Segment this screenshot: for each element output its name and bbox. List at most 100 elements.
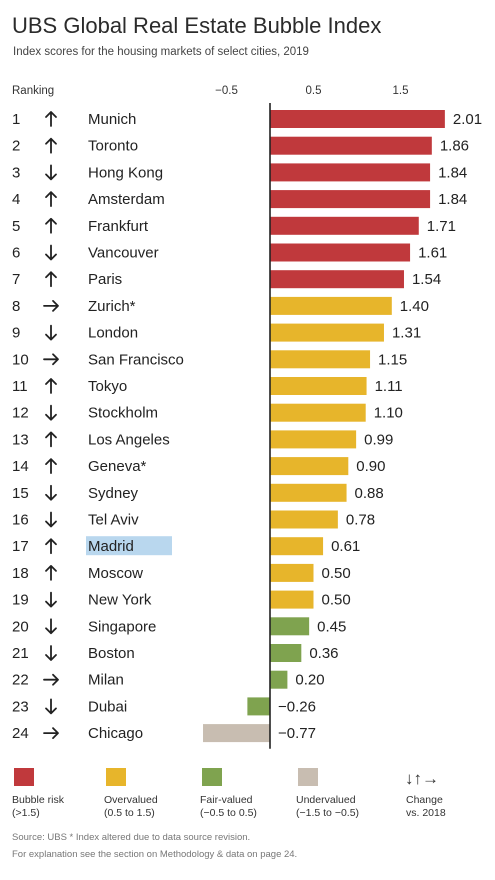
bar [270, 590, 314, 609]
x-tick-label: −0.5 [215, 85, 238, 97]
city-label: Munich [88, 111, 136, 128]
bar [270, 270, 404, 289]
trend-down-icon [45, 698, 57, 715]
city-label: Moscow [88, 565, 143, 582]
bar [270, 563, 314, 582]
trend-right-icon [43, 727, 59, 739]
value-label: −0.77 [278, 725, 316, 742]
bar [270, 510, 338, 529]
rank-label: 15 [12, 485, 29, 502]
rank-label: 18 [12, 565, 29, 582]
bar-row: 22 Milan 0.20 [12, 670, 325, 689]
city-label: Zurich* [88, 298, 136, 315]
rank-label: 19 [12, 592, 29, 609]
value-label: 1.15 [378, 351, 407, 368]
legend-range: (0.5 to 1.5) [104, 807, 155, 819]
city-label: Frankfurt [88, 218, 149, 235]
bar-row: 18 Moscow 0.50 [12, 563, 351, 582]
city-label: New York [88, 592, 152, 609]
bar-row: 4 Amsterdam 1.84 [12, 190, 467, 209]
change-label: Change [406, 794, 443, 806]
legend-swatch [106, 768, 126, 786]
bar [270, 350, 371, 369]
footnote-source: Source: UBS * Index altered due to data … [12, 832, 250, 843]
city-highlight [86, 536, 172, 556]
city-label: Tokyo [88, 378, 127, 395]
city-label: San Francisco [88, 351, 184, 368]
bar-row: 20 Singapore 0.45 [12, 617, 346, 636]
bar-row: 21 Boston 0.36 [12, 644, 339, 662]
legend-item: Fair-valued(−0.5 to 0.5) [200, 768, 257, 819]
legend: Bubble risk(>1.5) Overvalued(0.5 to 1.5) F… [12, 768, 446, 819]
value-label: 1.31 [392, 325, 421, 342]
rank-label: 12 [12, 405, 29, 422]
bar-row: 9 London 1.31 [12, 323, 421, 342]
trend-down-icon [45, 591, 57, 608]
trend-down-icon [45, 404, 57, 421]
bar-row: 7 Paris 1.54 [12, 270, 441, 289]
legend-range: (−0.5 to 0.5) [200, 807, 257, 819]
x-tick-label: 1.5 [393, 85, 409, 97]
chart-subtitle: Index scores for the housing markets of … [13, 46, 309, 58]
value-label: 1.84 [438, 164, 467, 181]
bar-row: 10 San Francisco 1.15 [12, 350, 407, 369]
bar-row: 19 New York 0.50 [12, 590, 351, 609]
value-label: 0.99 [364, 431, 393, 448]
bar [270, 483, 347, 502]
bar-row: 8 Zurich* 1.40 [12, 296, 429, 315]
city-label: Vancouver [88, 245, 159, 262]
x-axis-ticks: −0.5 0.5 1.5 [215, 85, 408, 97]
x-tick-label: 0.5 [306, 85, 322, 97]
value-label: 1.10 [374, 405, 403, 422]
bar [270, 190, 431, 209]
value-label: 0.78 [346, 512, 375, 529]
legend-range: (−1.5 to −0.5) [296, 807, 359, 819]
bar-row: 24 Chicago −0.77 [12, 724, 316, 743]
bar [270, 216, 419, 235]
bar-row: 17 Madrid 0.61 [12, 536, 360, 556]
value-label: 0.36 [309, 645, 338, 662]
trend-up-icon [45, 538, 57, 555]
rank-label: 10 [12, 351, 29, 368]
trend-down-icon [45, 484, 57, 501]
value-label: 1.86 [440, 138, 469, 155]
bar [270, 136, 432, 155]
value-label: 0.20 [295, 672, 324, 689]
city-label: Paris [88, 271, 122, 288]
value-label: 1.61 [418, 245, 447, 262]
rank-label: 5 [12, 218, 20, 235]
value-label: 1.84 [438, 191, 467, 208]
city-label: Sydney [88, 485, 139, 502]
bar-row: 2 Toronto 1.86 [12, 136, 469, 155]
value-label: 0.61 [331, 538, 360, 555]
legend-item: Overvalued(0.5 to 1.5) [104, 768, 158, 819]
city-label: Toronto [88, 138, 138, 155]
bar-row: 12 Stockholm 1.10 [12, 403, 403, 422]
bar-row: 23 Dubai −0.26 [12, 697, 316, 716]
rank-label: 22 [12, 672, 29, 689]
bar [270, 110, 445, 128]
bar-row: 5 Frankfurt 1.71 [12, 216, 456, 235]
city-label: Singapore [88, 618, 156, 635]
city-label: Amsterdam [88, 191, 165, 208]
legend-swatch [298, 768, 318, 786]
legend-label: Overvalued [104, 794, 158, 806]
rank-label: 21 [12, 645, 29, 662]
rank-label: 13 [12, 431, 29, 448]
city-label: Geneva* [88, 458, 147, 475]
chart-title: UBS Global Real Estate Bubble Index [12, 13, 381, 38]
bar [270, 644, 302, 662]
trend-up-icon [45, 111, 57, 127]
trend-down-icon [45, 244, 57, 261]
bar [270, 163, 431, 182]
legend-label: Bubble risk [12, 794, 65, 806]
bar-row: 16 Tel Aviv 0.78 [12, 510, 375, 529]
footnote-methodology: For explanation see the section on Metho… [12, 849, 297, 860]
bar [270, 403, 366, 422]
value-label: 0.45 [317, 618, 346, 635]
rank-label: 9 [12, 325, 20, 342]
value-label: 0.90 [356, 458, 385, 475]
city-label: Los Angeles [88, 431, 170, 448]
